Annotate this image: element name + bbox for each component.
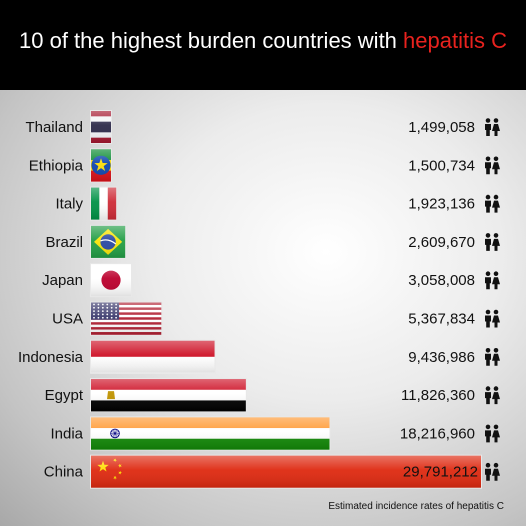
bar-usa [90,301,163,336]
title-highlight: hepatitis C [403,28,507,53]
category-label-india: India [50,425,83,442]
people-icon [485,271,500,290]
people-icon [485,462,500,481]
category-label-japan: Japan [42,272,83,289]
value-label-italy: 1,923,136 [408,196,475,213]
bar-egypt [90,378,247,413]
value-label-ethiopia: 1,500,734 [408,157,475,174]
category-label-ethiopia: Ethiopia [29,157,84,174]
value-label-usa: 5,367,834 [408,311,475,328]
value-label-indonesia: 9,436,986 [408,349,475,366]
footnote: Estimated incidence rates of hepatitis C [328,501,504,512]
people-icon [485,194,500,213]
category-label-egypt: Egypt [45,387,84,404]
bars-group: Thailand 1,499,058 Ethiopia 1,500,734 Italy 1… [18,110,500,489]
people-icon [485,386,500,405]
bar-japan [90,263,133,298]
title-prefix: 10 of the highest burden countries with [19,28,404,53]
value-label-india: 18,216,960 [400,425,475,442]
people-icon [485,424,500,443]
people-icon [485,348,500,366]
bar-indonesia [90,339,216,374]
bar-italy [90,186,118,221]
category-label-indonesia: Indonesia [18,349,84,366]
value-label-japan: 3,058,008 [408,272,475,289]
people-icon [485,156,500,175]
bar-ethiopia [90,148,112,183]
category-label-thailand: Thailand [25,119,83,136]
value-label-thailand: 1,499,058 [408,119,475,136]
people-icon [485,233,500,251]
category-label-italy: Italy [55,196,83,213]
people-icon [485,309,500,328]
chart-title: 10 of the highest burden countries with … [0,28,526,54]
category-label-china: China [44,464,84,481]
header-bar: 10 of the highest burden countries with … [0,0,526,90]
bar-thailand [90,110,112,144]
value-label-brazil: 2,609,670 [408,234,475,251]
category-label-brazil: Brazil [45,234,83,251]
value-label-china: 29,791,212 [403,464,478,481]
bar-china [90,454,482,489]
bar-brazil [90,224,127,259]
bar-india [90,416,331,451]
people-icon [485,118,500,136]
value-label-egypt: 11,826,360 [401,387,475,404]
category-label-usa: USA [52,311,83,328]
